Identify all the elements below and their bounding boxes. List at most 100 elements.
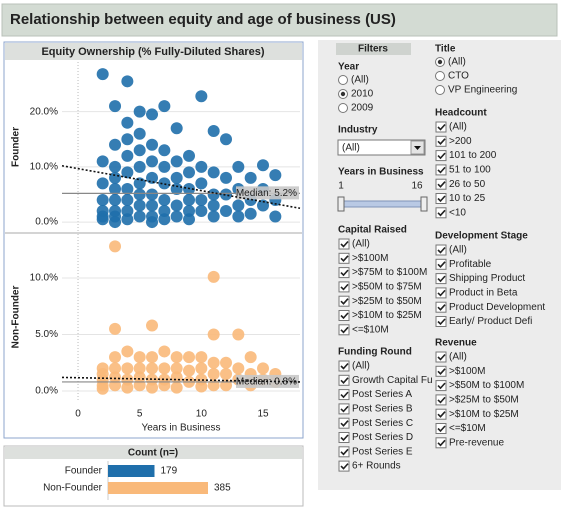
checkbox[interactable] — [338, 252, 350, 264]
checkbox-label[interactable]: Profitable — [449, 259, 492, 270]
point — [207, 368, 220, 381]
point — [121, 75, 134, 88]
checkbox-label[interactable]: 26 to 50 — [449, 179, 486, 190]
checkbox[interactable] — [338, 389, 350, 401]
radio-label[interactable]: VP Engineering — [448, 85, 517, 96]
checkbox-label[interactable]: >$25M to $50M — [352, 296, 422, 307]
checkbox[interactable] — [435, 244, 447, 256]
checkbox[interactable] — [435, 193, 447, 204]
checkbox-label[interactable]: Shipping Product — [449, 273, 525, 284]
y-tick-label: 5.0% — [35, 329, 58, 340]
point — [257, 159, 270, 172]
checkbox[interactable] — [435, 135, 447, 147]
checkbox[interactable] — [435, 121, 447, 133]
checkbox[interactable] — [338, 310, 350, 321]
x-tick-label: 0 — [75, 409, 81, 420]
checkbox-label[interactable]: Post Series C — [352, 418, 413, 429]
checkbox-label[interactable]: >$10M to $25M — [449, 409, 519, 420]
point — [195, 362, 208, 375]
checkbox[interactable] — [338, 417, 350, 429]
checkbox-label[interactable]: <10 — [449, 207, 466, 218]
checkbox-label[interactable]: (All) — [449, 352, 467, 363]
radio-button[interactable] — [338, 103, 348, 113]
radio-label[interactable]: 2009 — [351, 103, 374, 114]
y-tick-label: 10.0% — [30, 273, 58, 284]
checkbox[interactable] — [435, 258, 447, 270]
checkbox[interactable] — [338, 238, 350, 250]
point — [257, 199, 270, 212]
checkbox[interactable] — [435, 316, 447, 327]
point — [96, 68, 109, 81]
slider-handle[interactable] — [337, 196, 345, 212]
check-mark — [340, 269, 349, 277]
checkbox[interactable] — [435, 408, 447, 420]
checkbox-label[interactable]: 101 to 200 — [449, 150, 497, 161]
checkbox[interactable] — [338, 432, 350, 443]
checkbox-label[interactable]: (All) — [352, 361, 370, 372]
radio-button[interactable] — [338, 75, 348, 85]
checkbox-label[interactable]: Product in Beta — [449, 288, 518, 299]
checkbox-label[interactable]: >$75M to $100M — [352, 267, 427, 278]
checkbox[interactable] — [338, 267, 350, 279]
checkbox[interactable] — [338, 446, 350, 458]
checkbox[interactable] — [338, 281, 350, 293]
checkbox-label[interactable]: Post Series A — [352, 389, 412, 400]
checkbox-label[interactable]: Growth Capital Fu — [352, 375, 433, 386]
checkbox-label[interactable]: >$25M to $50M — [449, 395, 519, 406]
checkbox[interactable] — [435, 380, 447, 392]
checkbox-label[interactable]: (All) — [449, 122, 467, 133]
checkbox[interactable] — [435, 301, 447, 313]
checkbox-label[interactable]: (All) — [352, 239, 370, 250]
checkbox-label[interactable]: Post Series D — [352, 432, 413, 443]
checkbox[interactable] — [338, 374, 350, 386]
filter-title: Capital Raised — [338, 225, 407, 236]
checkbox-label[interactable]: 10 to 25 — [449, 193, 486, 204]
radio-button[interactable] — [435, 71, 445, 81]
checkbox-label[interactable]: >$100M — [449, 366, 485, 377]
checkbox-label[interactable]: Early/ Product Defi — [449, 316, 532, 327]
checkbox-label[interactable]: Product Development — [449, 302, 545, 313]
slider-handle[interactable] — [420, 196, 428, 212]
checkbox-label[interactable]: 51 to 100 — [449, 165, 491, 176]
radio-label[interactable]: CTO — [448, 71, 469, 82]
checkbox-label[interactable]: Post Series B — [352, 404, 413, 415]
checkbox-label[interactable]: >$10M to $25M — [352, 310, 422, 321]
checkbox[interactable] — [338, 295, 350, 307]
checkbox[interactable] — [435, 365, 447, 377]
checkbox[interactable] — [338, 460, 350, 472]
checkbox-label[interactable]: 6+ Rounds — [352, 461, 401, 472]
checkbox-label[interactable]: >$50M to $100M — [449, 380, 524, 391]
radio-label[interactable]: (All) — [351, 75, 369, 86]
checkbox-label[interactable]: <=$10M — [449, 423, 486, 434]
dropdown-value[interactable]: (All) — [342, 143, 360, 154]
checkbox[interactable] — [435, 207, 447, 219]
checkbox[interactable] — [338, 360, 350, 372]
checkbox[interactable] — [435, 150, 447, 162]
checkbox[interactable] — [435, 273, 447, 285]
checkbox-label[interactable]: (All) — [449, 245, 467, 256]
checkbox-label[interactable]: Pre-revenue — [449, 437, 504, 448]
checkbox[interactable] — [435, 437, 447, 449]
filter-title: Years in Business — [338, 167, 424, 178]
checkbox[interactable] — [338, 403, 350, 415]
checkbox-label[interactable]: <=$10M — [352, 324, 389, 335]
checkbox-label[interactable]: >$50M to $75M — [352, 282, 422, 293]
checkbox[interactable] — [435, 287, 447, 299]
point — [195, 193, 208, 206]
checkbox-label[interactable]: Post Series E — [352, 446, 413, 457]
checkbox[interactable] — [435, 423, 447, 434]
checkbox[interactable] — [435, 164, 447, 176]
radio-label[interactable]: (All) — [448, 57, 466, 68]
dropdown[interactable] — [337, 139, 426, 156]
checkbox-label[interactable]: >200 — [449, 136, 472, 147]
checkbox[interactable] — [435, 351, 447, 363]
point — [146, 381, 159, 394]
checkbox-label[interactable]: >$100M — [352, 253, 388, 264]
point — [121, 193, 134, 206]
checkbox[interactable] — [338, 324, 350, 336]
checkbox[interactable] — [435, 178, 447, 190]
radio-button[interactable] — [435, 85, 445, 95]
radio-label[interactable]: 2010 — [351, 89, 374, 100]
checkbox[interactable] — [435, 394, 447, 406]
slider-track[interactable] — [340, 200, 426, 208]
